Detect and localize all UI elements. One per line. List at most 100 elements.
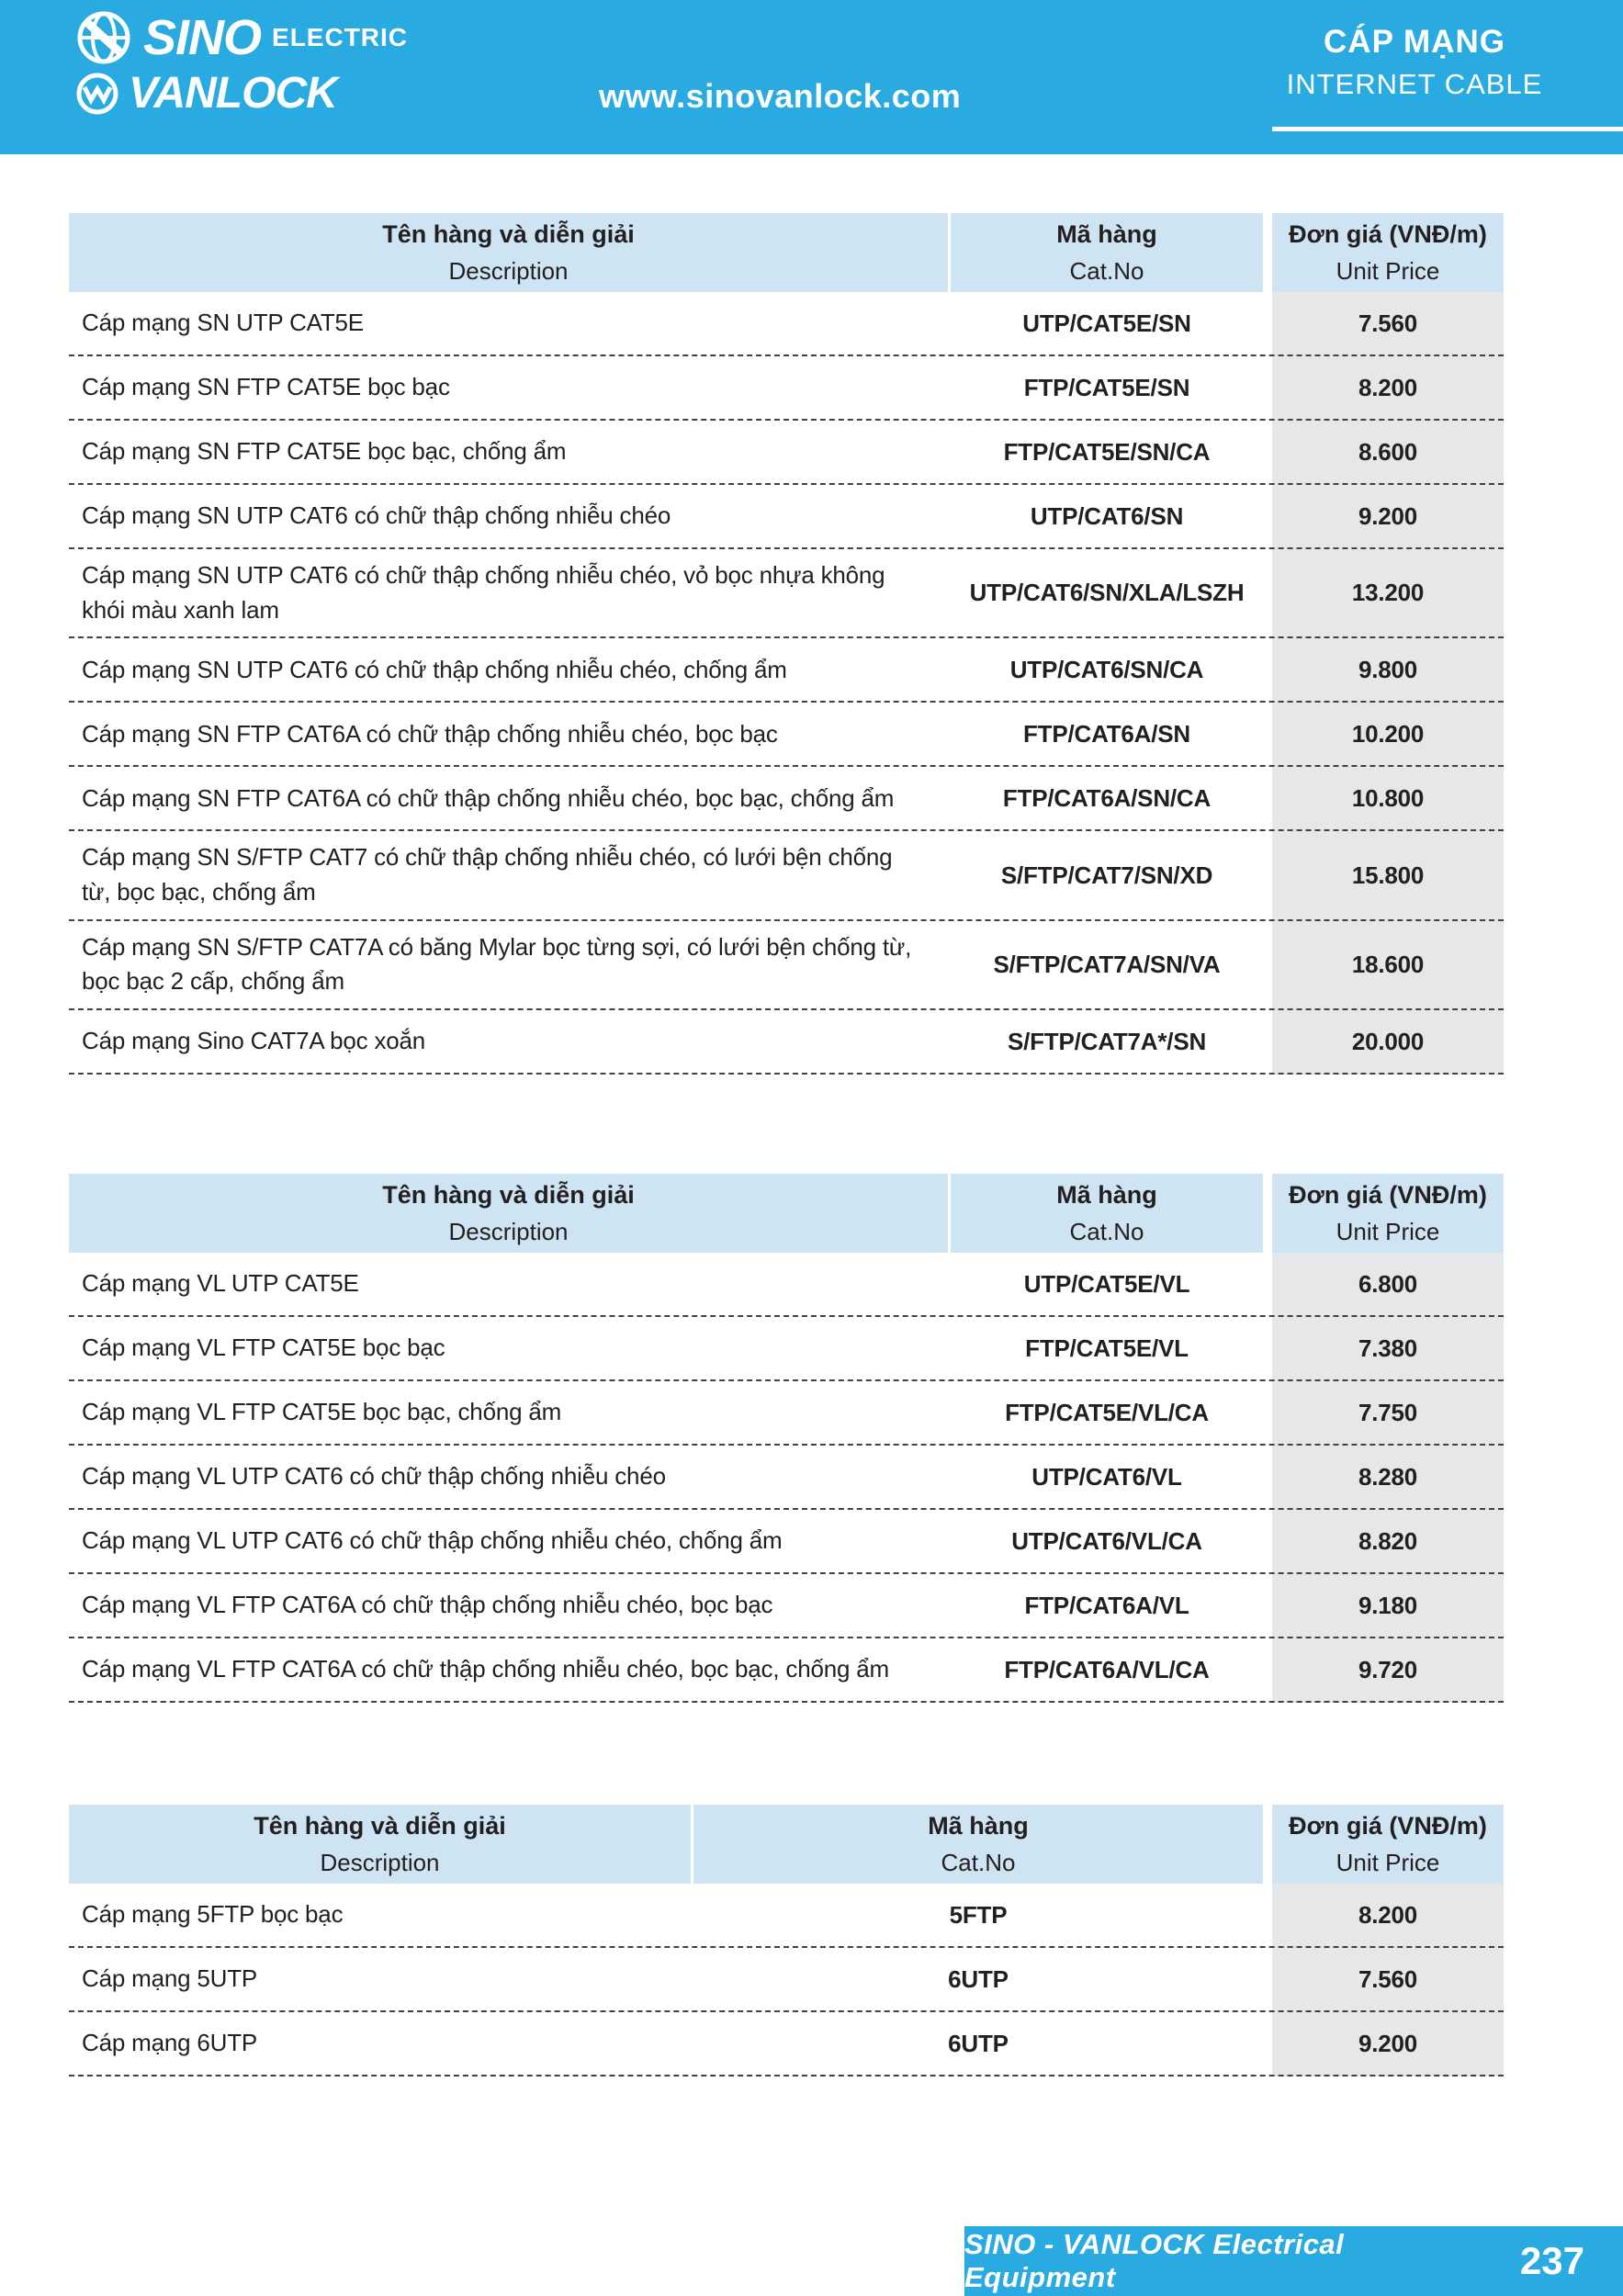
product-price: 8.280	[1358, 1462, 1418, 1491]
product-price: 7.560	[1358, 309, 1418, 337]
col-header-price-en: Unit Price	[1336, 1217, 1440, 1245]
col-header-catno-en: Cat.No	[941, 1848, 1016, 1876]
product-row: Cáp mạng VL UTP CAT6 có chữ thập chống n…	[69, 1446, 1504, 1510]
product-row: Cáp mạng SN FTP CAT5E bọc bạc FTP/CAT5E/S…	[69, 356, 1504, 421]
col-header-price-vi: Đơn giá (VNĐ/m)	[1289, 1180, 1487, 1209]
product-row: Cáp mạng SN UTP CAT5E UTP/CAT5E/SN 7.560	[69, 292, 1504, 356]
product-description: Cáp mạng VL FTP CAT5E bọc bạc	[82, 1334, 445, 1362]
product-row: Cáp mạng SN FTP CAT5E bọc bạc, chống ẩm F…	[69, 421, 1504, 485]
col-header-catno-vi: Mã hàng	[928, 1811, 1029, 1840]
col-header-description-en: Description	[448, 1217, 569, 1245]
price-column-bg	[1272, 1253, 1504, 1703]
title-underline	[1272, 127, 1623, 131]
product-description: Cáp mạng VL FTP CAT6A có chữ thập chống …	[82, 1591, 773, 1619]
product-price: 10.200	[1351, 719, 1425, 748]
product-row: Cáp mạng VL FTP CAT6A có chữ thập chống …	[69, 1638, 1504, 1703]
product-row: Cáp mạng SN FTP CAT6A có chữ thập chống …	[69, 703, 1504, 768]
table-rows: Cáp mạng 5FTP bọc bạc 5FTP 8.200 Cáp mạng 5…	[69, 1884, 1504, 2077]
col-header-price-vi: Đơn giá (VNĐ/m)	[1289, 219, 1487, 248]
electric-wordmark: ELECTRIC	[272, 23, 409, 51]
product-code: UTP/CAT6/VL	[1031, 1462, 1182, 1491]
product-price: 8.200	[1358, 373, 1418, 401]
col-header-description-en: Description	[448, 256, 569, 285]
product-price: 7.750	[1358, 1398, 1418, 1426]
product-code: UTP/CAT6/VL/CA	[1011, 1526, 1202, 1555]
product-description: Cáp mạng VL UTP CAT6 có chữ thập chống n…	[82, 1526, 783, 1555]
product-row: Cáp mạng SN UTP CAT6 có chữ thập chống n…	[69, 485, 1504, 549]
product-row: Cáp mạng 5UTP 6UTP 7.560	[69, 1948, 1504, 2012]
product-description: Cáp mạng 5UTP	[82, 1964, 258, 1993]
product-description: Cáp mạng VL FTP CAT5E bọc bạc, chống ẩm	[82, 1398, 562, 1426]
product-row: Cáp mạng Sino CAT7A bọc xoắn S/FTP/CAT7A*…	[69, 1010, 1504, 1075]
product-code: FTP/CAT5E/SN/CA	[1003, 437, 1211, 466]
product-code: S/FTP/CAT7/SN/XD	[1000, 861, 1213, 889]
product-price: 8.820	[1358, 1526, 1418, 1555]
product-description: Cáp mạng VL UTP CAT6 có chữ thập chống n…	[82, 1462, 666, 1491]
col-header-description: Tên hàng và diễn giải Description	[69, 1174, 948, 1253]
product-price: 9.200	[1358, 2029, 1418, 2057]
product-description: Cáp mạng SN FTP CAT6A có chữ thập chống …	[82, 719, 778, 748]
product-description: Cáp mạng SN FTP CAT5E bọc bạc	[82, 373, 450, 401]
product-row: Cáp mạng 5FTP bọc bạc 5FTP 8.200	[69, 1884, 1504, 1948]
col-header-catno: Mã hàng Cat.No	[693, 1805, 1263, 1884]
sino-vanlock-logo: SINO ELECTRIC VANLOCK	[75, 9, 408, 118]
product-description: Cáp mạng SN FTP CAT5E bọc bạc, chống ẩm	[82, 437, 567, 466]
table-header: Tên hàng và diễn giải Description Mã hàn…	[69, 1174, 1504, 1253]
product-description: Cáp mạng SN UTP CAT5E	[82, 309, 364, 337]
col-header-catno: Mã hàng Cat.No	[951, 1174, 1263, 1253]
product-row: Cáp mạng VL FTP CAT5E bọc bạc FTP/CAT5E/V…	[69, 1317, 1504, 1381]
product-code: 6UTP	[948, 1964, 1009, 1993]
product-code: S/FTP/CAT7A/SN/VA	[993, 950, 1221, 978]
product-price: 6.800	[1358, 1269, 1418, 1298]
col-header-price: Đơn giá (VNĐ/m) Unit Price	[1272, 1805, 1504, 1884]
product-code: UTP/CAT6/SN/XLA/LSZH	[969, 579, 1245, 607]
product-description: Cáp mạng 6UTP	[82, 2029, 258, 2057]
col-header-description-vi: Tên hàng và diễn giải	[382, 219, 635, 248]
product-code: UTP/CAT5E/VL	[1023, 1269, 1190, 1298]
product-code: FTP/CAT5E/VL	[1025, 1334, 1189, 1362]
col-header-catno-vi: Mã hàng	[1056, 1180, 1157, 1209]
product-price: 9.180	[1358, 1591, 1418, 1619]
product-code: FTP/CAT6A/SN	[1022, 719, 1190, 748]
sino-wordmark: SINO	[143, 10, 262, 65]
product-price: 7.560	[1358, 1964, 1418, 1993]
globe-icon	[75, 9, 132, 66]
vanlock-wordmark: VANLOCK	[129, 69, 338, 118]
footer-bar: SINO - VANLOCK Electrical Equipment 237	[964, 2226, 1623, 2296]
product-code: S/FTP/CAT7A*/SN	[1007, 1027, 1207, 1055]
col-header-catno-en: Cat.No	[1069, 256, 1144, 285]
product-description: Cáp mạng SN S/FTP CAT7 có chữ thập chống…	[82, 843, 893, 906]
product-code: 6UTP	[948, 2029, 1009, 2057]
product-price: 9.720	[1358, 1655, 1418, 1683]
category-title-block: CÁP MẠNG INTERNET CABLE	[1263, 24, 1566, 101]
table-rows: Cáp mạng SN UTP CAT5E UTP/CAT5E/SN 7.560 Cá…	[69, 292, 1504, 1075]
website-url: www.sinovanlock.com	[599, 77, 962, 115]
product-row: Cáp mạng SN S/FTP CAT7 có chữ thập chống…	[69, 831, 1504, 921]
price-table-2: Tên hàng và diễn giải Description Mã hàn…	[69, 1174, 1504, 1703]
product-price: 8.200	[1358, 1900, 1418, 1929]
product-row: Cáp mạng VL UTP CAT6 có chữ thập chống n…	[69, 1510, 1504, 1574]
table-header: Tên hàng và diễn giải Description Mã hàn…	[69, 213, 1504, 292]
page-number: 237	[1519, 2239, 1584, 2282]
product-row: Cáp mạng VL FTP CAT6A có chữ thập chống …	[69, 1574, 1504, 1638]
product-description: Cáp mạng VL FTP CAT6A có chữ thập chống …	[82, 1655, 889, 1683]
product-price: 9.200	[1358, 501, 1418, 530]
col-header-price: Đơn giá (VNĐ/m) Unit Price	[1272, 1174, 1504, 1253]
col-header-description-en: Description	[320, 1848, 440, 1876]
col-header-catno-en: Cat.No	[1069, 1217, 1144, 1245]
product-code: FTP/CAT6A/VL/CA	[1004, 1655, 1210, 1683]
col-header-price-en: Unit Price	[1336, 1848, 1440, 1876]
product-row: Cáp mạng SN UTP CAT6 có chữ thập chống n…	[69, 638, 1504, 703]
product-description: Cáp mạng SN S/FTP CAT7A có băng Mylar bọ…	[82, 932, 912, 996]
col-header-description: Tên hàng và diễn giải Description	[69, 213, 948, 292]
header-bar: SINO ELECTRIC VANLOCK www.sinovanlock.co…	[0, 0, 1623, 154]
col-header-price: Đơn giá (VNĐ/m) Unit Price	[1272, 213, 1504, 292]
product-description: Cáp mạng SN FTP CAT6A có chữ thập chống …	[82, 783, 895, 812]
col-header-description-vi: Tên hàng và diễn giải	[254, 1811, 506, 1840]
product-code: UTP/CAT5E/SN	[1022, 309, 1191, 337]
product-description: Cáp mạng 5FTP bọc bạc	[82, 1900, 344, 1929]
product-code: FTP/CAT6A/SN/CA	[1002, 783, 1212, 812]
product-price: 10.800	[1351, 783, 1425, 812]
price-column-bg	[1272, 1884, 1504, 2077]
